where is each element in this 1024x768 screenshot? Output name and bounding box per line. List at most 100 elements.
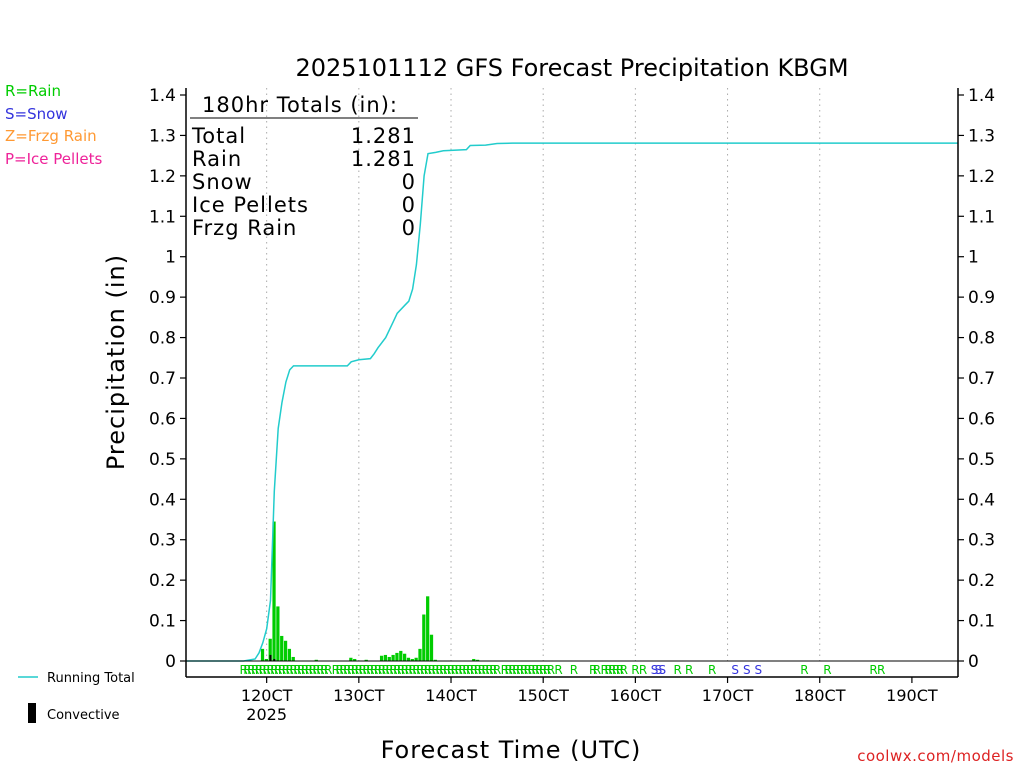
- x-tick-label: 120CT: [241, 686, 293, 705]
- precip-type-marker: R: [424, 663, 432, 677]
- y-tick-label-left: 0.3: [149, 531, 176, 551]
- precip-bar: [391, 654, 395, 661]
- precip-type-marker: R: [251, 663, 259, 677]
- totals-row-value: 0: [402, 170, 416, 194]
- precip-type-marker: R: [297, 663, 305, 677]
- precip-type-marker: R: [416, 663, 424, 677]
- precip-type-marker: R: [347, 663, 355, 677]
- precip-bar: [379, 655, 384, 661]
- precip-type-marker: R: [305, 663, 313, 677]
- precip-type-marker: R: [278, 663, 286, 677]
- y-tick-label-right: 0: [968, 652, 979, 672]
- y-tick-label-left: 1: [165, 248, 176, 268]
- precip-type-marker: R: [259, 663, 267, 677]
- y-tick-label-left: 1.4: [149, 86, 176, 106]
- y-tick-label-right: 0.3: [968, 531, 995, 551]
- totals-row-label: Snow: [192, 170, 253, 194]
- precip-bar: [418, 648, 422, 661]
- precip-type-marker: R: [401, 663, 409, 677]
- precip-type-marker: R: [520, 663, 528, 677]
- precip-type-marker: R: [485, 663, 493, 677]
- precip-bar: [353, 658, 357, 661]
- totals-row-value: 0: [402, 216, 416, 240]
- precip-type-marker: R: [420, 663, 428, 677]
- series-legend: Running Total Convective: [18, 671, 135, 723]
- precip-type-marker: R: [312, 663, 320, 677]
- y-tick-label-right: 1.4: [968, 86, 995, 106]
- y-tick-label-right: 0.6: [968, 409, 995, 429]
- precip-type-marker: R: [339, 663, 347, 677]
- precip-type-marker: R: [255, 663, 263, 677]
- precip-type-marker: R: [455, 663, 463, 677]
- precip-bar: [260, 648, 265, 661]
- x-tick-sublabel: 2025: [246, 705, 287, 724]
- precip-type-marker: R: [527, 663, 535, 677]
- running-total-series: [186, 142, 958, 662]
- y-tick-label-left: 0.9: [149, 288, 176, 308]
- precip-type-marker: R: [447, 663, 455, 677]
- precip-type-marker: R: [543, 663, 551, 677]
- precip-bar: [399, 650, 403, 661]
- precip-type-marker: R: [600, 663, 608, 677]
- precip-type-marker: R: [443, 663, 451, 677]
- y-tick-label-right: 0.5: [968, 450, 995, 470]
- precip-bar: [433, 659, 437, 661]
- precip-type-marker: R: [289, 663, 297, 677]
- y-tick-label-left: 0.5: [149, 450, 176, 470]
- precip-type-marker: R: [535, 663, 543, 677]
- precip-bar: [349, 657, 353, 661]
- precip-bar: [395, 652, 399, 661]
- y-tick-label-left: 0.1: [149, 612, 176, 632]
- precip-type-marker: R: [639, 663, 647, 677]
- precip-bar: [387, 656, 391, 661]
- precip-bar: [364, 659, 368, 661]
- totals-row-label: Rain: [192, 147, 242, 171]
- y-tick-label-left: 0.6: [149, 409, 176, 429]
- totals-box: 180hr Totals (in): Total 1.281 Rain 1.281 Sn…: [190, 93, 418, 240]
- precip-type-marker: R: [332, 663, 340, 677]
- precip-bar: [283, 640, 288, 661]
- x-tick-label: 130CT: [333, 686, 385, 705]
- y-tick-label-right: 1.1: [968, 207, 995, 227]
- legend-rain: R=Rain: [5, 82, 61, 100]
- x-tick-label: 160CT: [610, 686, 662, 705]
- precip-bar: [472, 658, 476, 661]
- precip-bar: [429, 634, 434, 661]
- y-axis-label: Precipitation (in): [102, 254, 130, 470]
- precip-type-marker: S: [655, 663, 663, 677]
- precip-type-legend: R=Rain S=Snow Z=Frzg Rain P=Ice Pellets: [5, 82, 102, 168]
- convective-legend-label: Convective: [47, 708, 120, 723]
- precip-type-marker: R: [282, 663, 290, 677]
- precip-type-marker: R: [524, 663, 532, 677]
- precip-type-marker: R: [685, 663, 693, 677]
- precip-type-marker: R: [366, 663, 374, 677]
- precip-type-marker: R: [431, 663, 439, 677]
- y-tick-label-left: 1.1: [149, 207, 176, 227]
- x-tick-label: 180CT: [794, 686, 846, 705]
- precip-type-marker: R: [516, 663, 524, 677]
- precip-type-marker: R: [800, 663, 808, 677]
- precip-type-marker: R: [470, 663, 478, 677]
- precip-type-marker: R: [589, 663, 597, 677]
- y-tick-label-left: 0.4: [149, 490, 176, 510]
- precip-type-marker: S: [651, 663, 659, 677]
- precip-type-marker: R: [389, 663, 397, 677]
- precip-bar: [287, 648, 292, 661]
- precip-type-marker: R: [489, 663, 497, 677]
- precip-type-marker: R: [359, 663, 367, 677]
- precip-type-marker: R: [408, 663, 416, 677]
- totals-row-label: Frzg Rain: [192, 216, 297, 240]
- precip-type-marker: R: [478, 663, 486, 677]
- precip-type-marker: R: [608, 663, 616, 677]
- y-tick-label-left: 1.3: [149, 126, 176, 146]
- precip-type-marker: R: [274, 663, 282, 677]
- precip-bar: [422, 614, 426, 661]
- running-total-line: [186, 142, 958, 662]
- precip-type-marker: R: [504, 663, 512, 677]
- precip-type-marker: R: [631, 663, 639, 677]
- precip-bar: [314, 659, 318, 661]
- legend-snow: S=Snow: [5, 105, 68, 123]
- precip-bar: [410, 658, 414, 661]
- y-tick-label-right: 0.2: [968, 571, 995, 591]
- precip-type-marker: R: [266, 663, 274, 677]
